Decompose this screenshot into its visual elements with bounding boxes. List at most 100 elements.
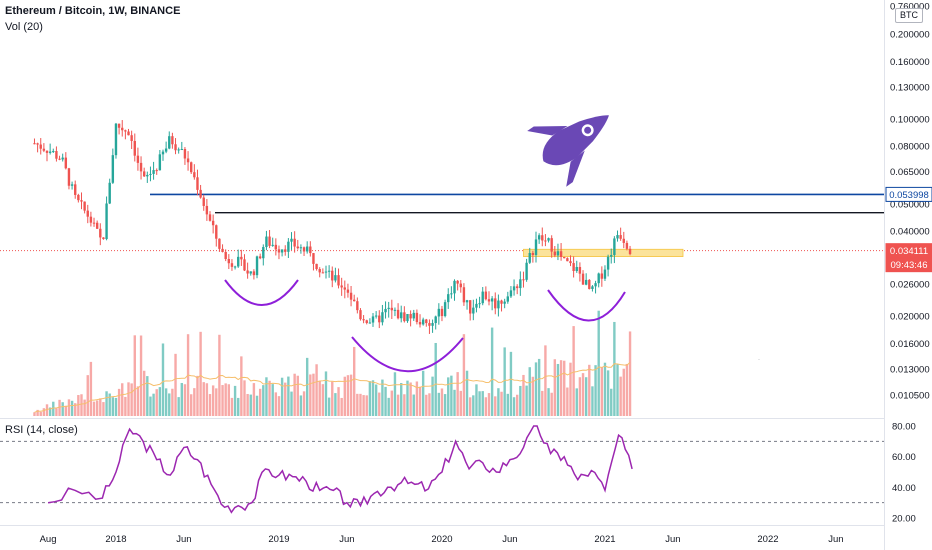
price-tick-label: 0.020000 <box>890 312 930 323</box>
volume-bar <box>321 384 325 416</box>
candle-body <box>421 319 425 325</box>
price-tick-label: 0.013000 <box>890 364 930 375</box>
candle-body <box>481 291 484 304</box>
rsi-tick-label: 80.00 <box>892 422 916 433</box>
volume-bar <box>77 395 80 416</box>
candle-body <box>139 162 143 172</box>
rounding-bottom-arc-1[interactable] <box>224 279 299 306</box>
support-zone[interactable] <box>523 248 684 257</box>
candle-body <box>215 225 218 239</box>
time-axis[interactable]: Aug 2018 Jun 2019 Jun 2020 Jun 2021 Jun 2022 Jun <box>40 534 844 545</box>
candle-body <box>315 263 318 270</box>
volume-bar <box>512 397 516 416</box>
candle-body <box>268 236 271 246</box>
volume-bar <box>409 382 412 416</box>
candle-body <box>412 312 415 319</box>
volume-bar <box>164 388 168 416</box>
volume-bar <box>262 385 265 416</box>
price-axis[interactable]: 0.760000 0.200000 0.160000 0.130000 0.100000… <box>890 2 930 402</box>
volume-bar <box>108 393 111 416</box>
volume-bar <box>581 373 585 416</box>
candle-body <box>61 157 64 160</box>
candle-body <box>534 239 538 255</box>
candle-body <box>218 238 221 249</box>
cup-handle-annotations[interactable] <box>224 279 626 373</box>
volume-bar <box>578 377 582 416</box>
volume-bar <box>130 383 133 416</box>
price-tick-label: 0.065000 <box>890 167 930 178</box>
price-tick-label: 0.160000 <box>890 57 930 68</box>
candle-body <box>353 299 356 302</box>
volume-bar <box>563 360 566 416</box>
candle-body <box>478 303 481 305</box>
price-axis-label-box <box>885 257 932 273</box>
candle-body <box>127 131 130 136</box>
volume-bar <box>277 396 281 416</box>
candle-body <box>475 303 478 308</box>
price-axis-label: 0.053998 <box>889 190 929 201</box>
currency-tag[interactable]: BTC <box>895 8 923 23</box>
volume-bar <box>625 363 629 416</box>
candle-body <box>528 253 531 263</box>
price-tick-label: 0.100000 <box>890 114 930 125</box>
volume-bar <box>497 388 500 416</box>
volume-bar <box>280 377 284 416</box>
price-axis-label: 0.034111 <box>890 246 928 257</box>
volume-bar <box>139 335 143 416</box>
price-tick-label: 0.760000 <box>890 2 930 13</box>
candle-body <box>277 249 281 253</box>
volume-bar <box>606 370 610 416</box>
volume-bar <box>296 375 299 416</box>
volume-bar <box>462 334 466 416</box>
volume-bar <box>509 351 513 416</box>
volume-bar <box>594 365 597 416</box>
volume-bar <box>133 335 136 416</box>
chart-title: Ethereum / Bitcoin, 1W, BINANCE <box>5 5 181 17</box>
candle-body <box>400 312 403 319</box>
volume-bar <box>243 380 246 416</box>
candle-body <box>378 315 381 323</box>
volume-bar <box>381 379 384 416</box>
candle-body <box>136 155 140 163</box>
volume-bar <box>155 389 158 416</box>
volume-bar <box>619 376 622 416</box>
candle-body <box>284 249 287 252</box>
candle-body <box>490 298 494 302</box>
volume-bar <box>337 387 340 416</box>
candle-body <box>628 248 632 255</box>
candle-body <box>403 312 406 322</box>
volume-bar <box>519 385 522 416</box>
volume-bar <box>415 381 419 416</box>
candle-body <box>556 251 560 256</box>
candle-body <box>58 158 61 160</box>
candle-body <box>346 289 350 293</box>
volume-bar <box>215 388 218 416</box>
pane-separator <box>0 0 885 550</box>
rsi-axis[interactable]: 80.00 60.00 40.00 20.00 <box>892 422 916 525</box>
candle-body <box>334 275 337 281</box>
candle-body <box>83 201 86 211</box>
candle-body <box>305 246 309 252</box>
candle-body <box>450 293 453 295</box>
volume-bar <box>453 389 456 416</box>
candle-body <box>368 322 372 324</box>
candle-body <box>161 151 165 155</box>
candle-body <box>359 310 362 320</box>
volume-bars <box>33 310 632 416</box>
volume-bar <box>440 388 444 416</box>
volume-bar <box>33 412 36 416</box>
volume-bar <box>447 377 450 416</box>
volume-bar <box>305 357 309 416</box>
volume-bar <box>290 391 293 416</box>
rounding-bottom-arc-2[interactable] <box>351 336 464 373</box>
volume-bar <box>111 397 115 416</box>
volume-bar <box>180 382 183 416</box>
volume-bar <box>121 383 124 416</box>
candle-body <box>52 151 55 153</box>
volume-bar <box>528 367 531 416</box>
rounding-bottom-arc-3[interactable] <box>547 289 626 322</box>
volume-bar <box>183 384 187 416</box>
volume-bar <box>359 393 362 416</box>
candle-body <box>237 256 240 267</box>
